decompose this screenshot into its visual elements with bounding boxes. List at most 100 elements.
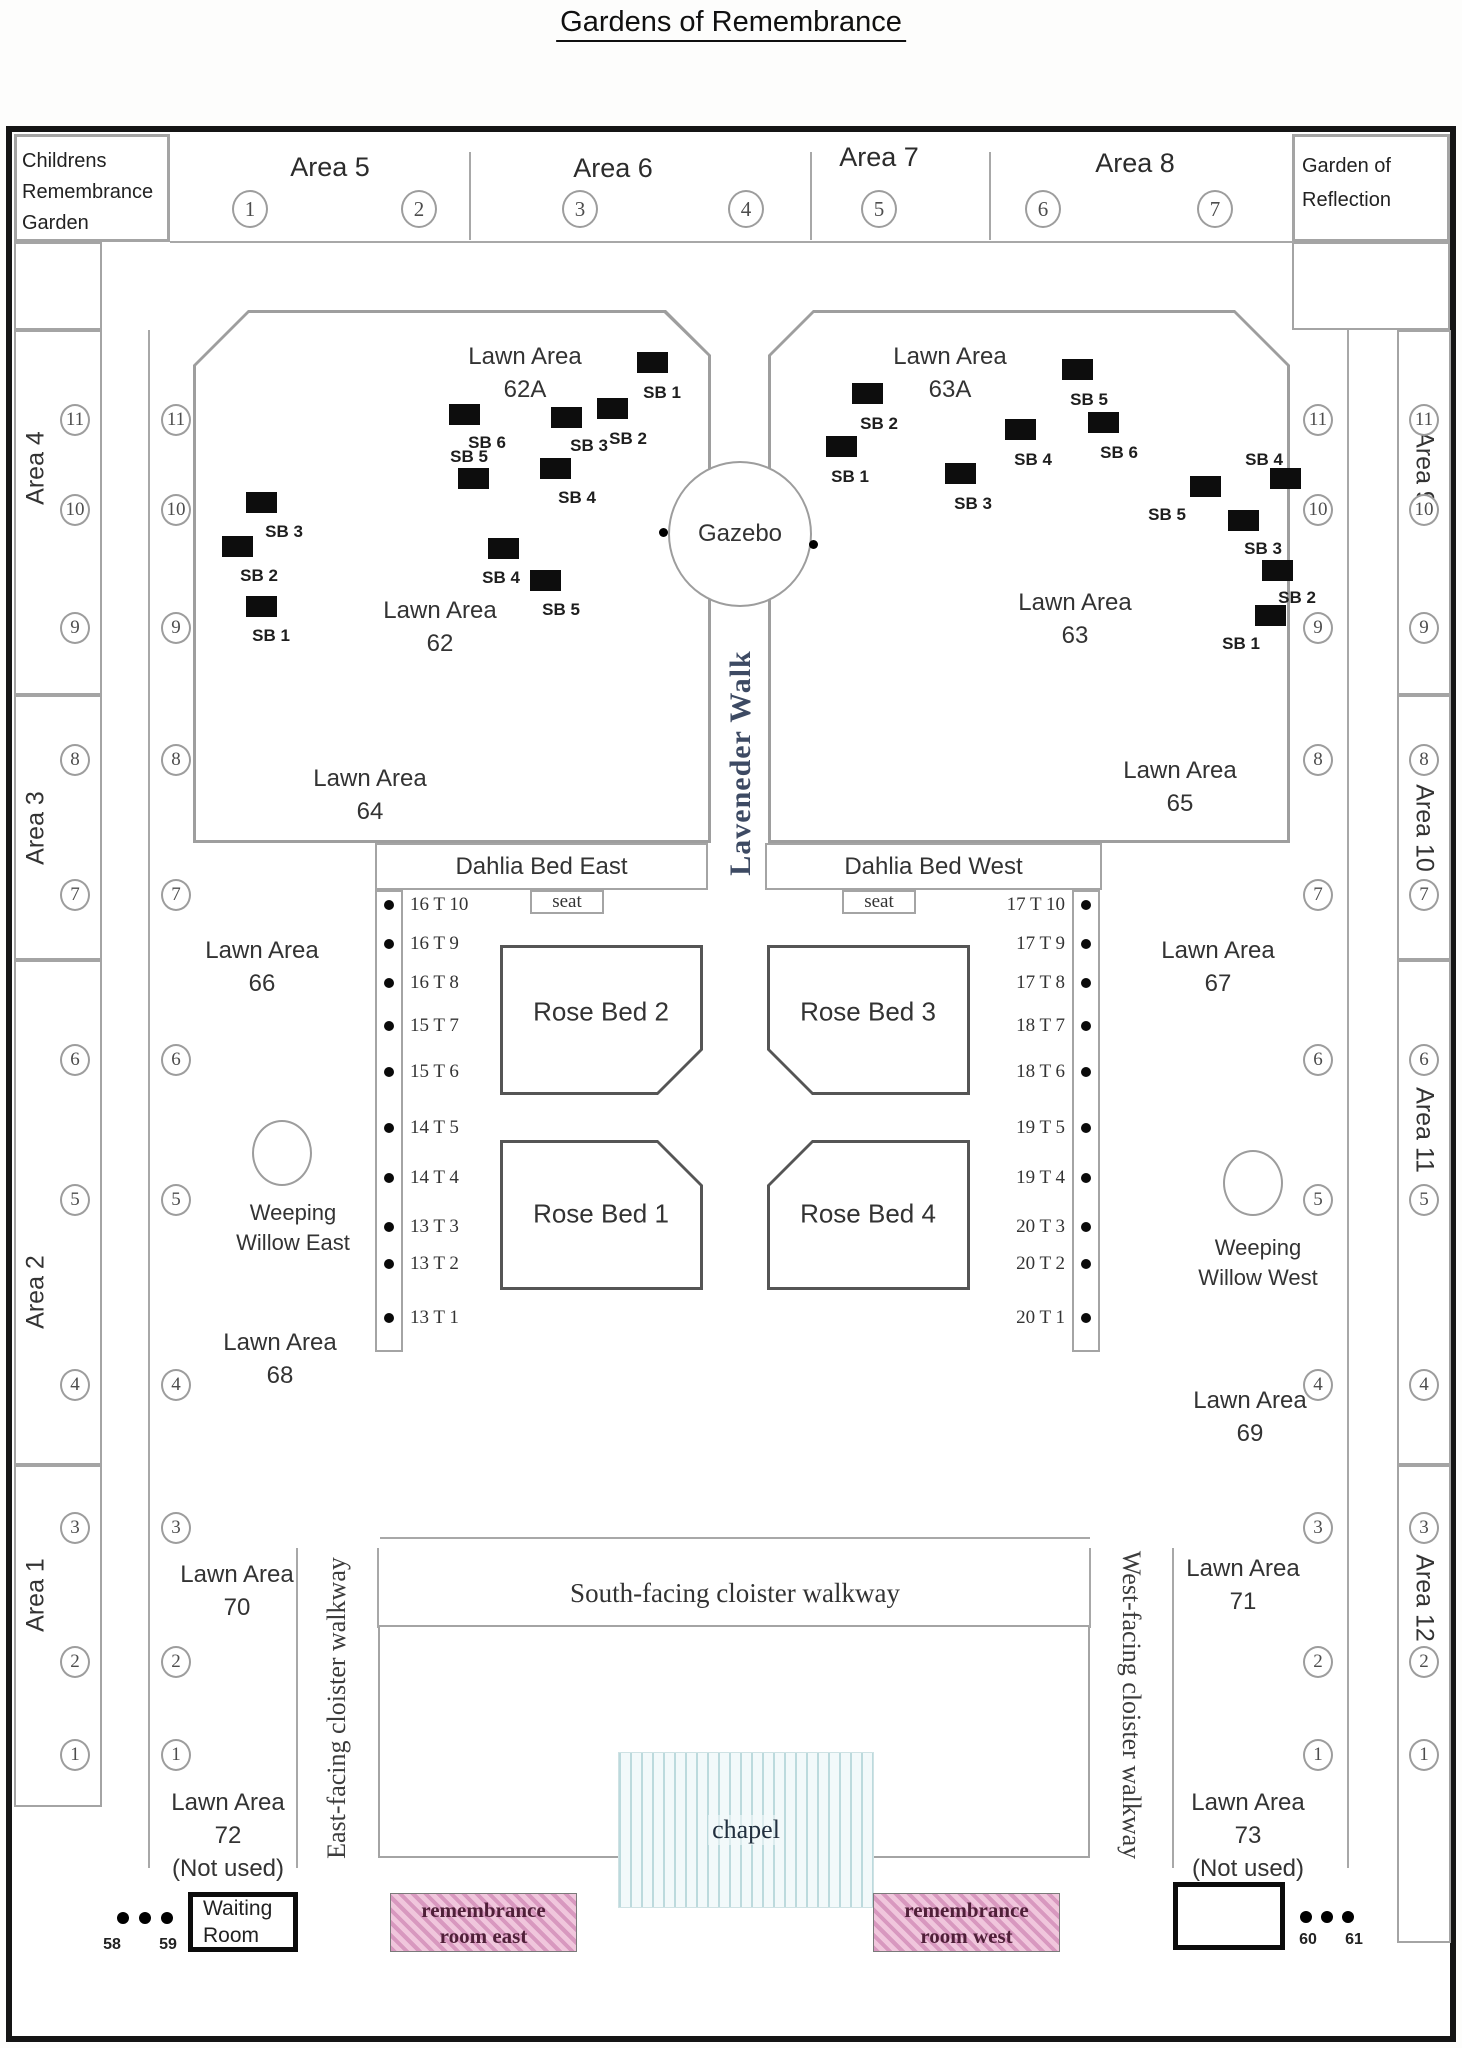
tree-strip-west bbox=[1072, 890, 1100, 1352]
sb-label: SB 2 bbox=[609, 429, 647, 448]
sb-label: SB 1 bbox=[1222, 634, 1260, 653]
tree-dot bbox=[384, 1021, 394, 1031]
tree-dot bbox=[384, 1222, 394, 1232]
position-circle: 3 bbox=[161, 1512, 191, 1544]
tree-label: 17 T 8 bbox=[1016, 972, 1065, 993]
position-circle: 7 bbox=[1197, 190, 1233, 228]
lawn-label-66: Lawn Area 66 bbox=[205, 937, 319, 997]
lawn-label-62: Lawn Area 62 bbox=[383, 597, 497, 657]
area-box-10 bbox=[1397, 695, 1451, 960]
waiting-room: Waiting Room bbox=[188, 1892, 298, 1952]
divider-line bbox=[810, 152, 812, 240]
sb-block bbox=[1255, 605, 1286, 626]
seat-box: seat bbox=[842, 890, 916, 914]
position-circle: 5 bbox=[60, 1184, 90, 1216]
sb-block bbox=[449, 404, 480, 425]
tree-dot bbox=[1081, 1222, 1091, 1232]
position-circle: 5 bbox=[161, 1184, 191, 1216]
sb-block bbox=[246, 596, 277, 617]
area-label-5: Area 5 bbox=[290, 152, 370, 182]
position-circle: 6 bbox=[161, 1044, 191, 1076]
gazebo: Gazebo bbox=[668, 461, 812, 607]
sb-block bbox=[852, 383, 883, 404]
position-circle: 11 bbox=[1303, 404, 1333, 436]
area-box-3 bbox=[14, 695, 102, 960]
lavender-walk-label: Laveneder Walk bbox=[724, 650, 757, 876]
willow-label: Willow West bbox=[1198, 1265, 1318, 1290]
childrens-garden-label: Remembrance bbox=[22, 181, 154, 203]
willow-circle-east bbox=[252, 1120, 312, 1186]
rose-bed-3 bbox=[767, 945, 970, 1095]
childrens-garden-label: Childrens bbox=[22, 150, 107, 172]
marker-label: 58 bbox=[103, 1936, 121, 1953]
dahlia-bed-west-box: Dahlia Bed West bbox=[765, 843, 1102, 890]
marker-dot bbox=[161, 1912, 173, 1924]
east-walkway-label: East-facing cloister walkway bbox=[322, 1557, 351, 1859]
reflection-garden-box bbox=[1292, 134, 1450, 242]
position-circle: 7 bbox=[1409, 879, 1439, 911]
position-circle: 6 bbox=[60, 1044, 90, 1076]
lawn-label-71: Lawn Area 71 bbox=[1186, 1555, 1300, 1615]
tree-label: 15 T 7 bbox=[410, 1015, 459, 1036]
sb-label: SB 1 bbox=[643, 383, 681, 402]
lawn-label-69: Lawn Area 69 bbox=[1193, 1387, 1307, 1447]
divider-line bbox=[989, 152, 991, 240]
reflection-garden-label: Reflection bbox=[1302, 189, 1391, 211]
remembrance-room-east: remembrance room east bbox=[390, 1893, 577, 1952]
sb-block bbox=[1088, 412, 1119, 433]
tree-label: 14 T 4 bbox=[410, 1167, 459, 1188]
lawn-label-62A: Lawn Area 62A bbox=[468, 343, 582, 403]
position-circle: 2 bbox=[1409, 1646, 1439, 1678]
lawn-label-63: Lawn Area 63 bbox=[1018, 589, 1132, 649]
lawn-field-east bbox=[193, 310, 711, 843]
walkway-line bbox=[377, 1548, 379, 1628]
position-circle: 5 bbox=[861, 190, 897, 228]
childrens-garden-extension bbox=[14, 242, 102, 330]
sb-block bbox=[1190, 476, 1221, 497]
tree-strip-east bbox=[375, 890, 403, 1352]
walkway-line bbox=[296, 1548, 298, 1868]
sb-label: SB 6 bbox=[468, 433, 506, 452]
area-rotated-label: Area 1 bbox=[21, 1558, 50, 1632]
position-circle: 10 bbox=[1409, 494, 1439, 526]
position-circle: 1 bbox=[161, 1739, 191, 1771]
lawn-label-73: Lawn Area 73 (Not used) bbox=[1191, 1789, 1305, 1882]
sb-block bbox=[222, 536, 253, 557]
tree-dot bbox=[384, 900, 394, 910]
tree-label: 13 T 3 bbox=[410, 1216, 459, 1237]
tree-label: 19 T 5 bbox=[1016, 1117, 1065, 1138]
tree-dot bbox=[1081, 1067, 1091, 1077]
position-circle: 8 bbox=[1409, 744, 1439, 776]
position-circle: 6 bbox=[1025, 190, 1061, 228]
sb-label: SB 2 bbox=[1278, 588, 1316, 607]
position-circle: 6 bbox=[1303, 1044, 1333, 1076]
rose-bed-2 bbox=[500, 945, 703, 1095]
tree-dot bbox=[384, 1067, 394, 1077]
sb-block bbox=[530, 570, 561, 591]
willow-circle-west bbox=[1223, 1150, 1283, 1216]
sb-block bbox=[826, 436, 857, 457]
lawn-label-67: Lawn Area 67 bbox=[1161, 937, 1275, 997]
tree-dot bbox=[1081, 1173, 1091, 1183]
rose-bed-label: Rose Bed 3 bbox=[800, 996, 936, 1027]
area-rotated-label: Area 4 bbox=[21, 431, 50, 505]
tree-dot bbox=[1081, 1123, 1091, 1133]
position-circle: 3 bbox=[562, 190, 598, 228]
tree-dot bbox=[1081, 1021, 1091, 1031]
lawn-label-68: Lawn Area 68 bbox=[223, 1329, 337, 1389]
sb-label: SB 6 bbox=[1100, 443, 1138, 462]
top-band-line bbox=[170, 241, 1294, 243]
tree-label: 20 T 1 bbox=[1016, 1307, 1065, 1328]
lawn-label-72: Lawn Area 72 (Not used) bbox=[171, 1789, 285, 1882]
area-box-12 bbox=[1397, 1465, 1451, 1943]
rose-bed-label: Rose Bed 1 bbox=[533, 1198, 669, 1229]
sb-label: SB 4 bbox=[482, 568, 520, 587]
position-circle: 11 bbox=[60, 404, 90, 436]
gazebo-entrance-dot bbox=[809, 540, 818, 549]
tree-dot bbox=[384, 1259, 394, 1269]
area-rotated-label: Area 2 bbox=[21, 1255, 50, 1329]
area-rotated-label: Area 3 bbox=[21, 791, 50, 865]
position-circle: 2 bbox=[1303, 1646, 1333, 1678]
wall-line bbox=[148, 330, 150, 1868]
area-rotated-label: Area 12 bbox=[1410, 1554, 1439, 1642]
